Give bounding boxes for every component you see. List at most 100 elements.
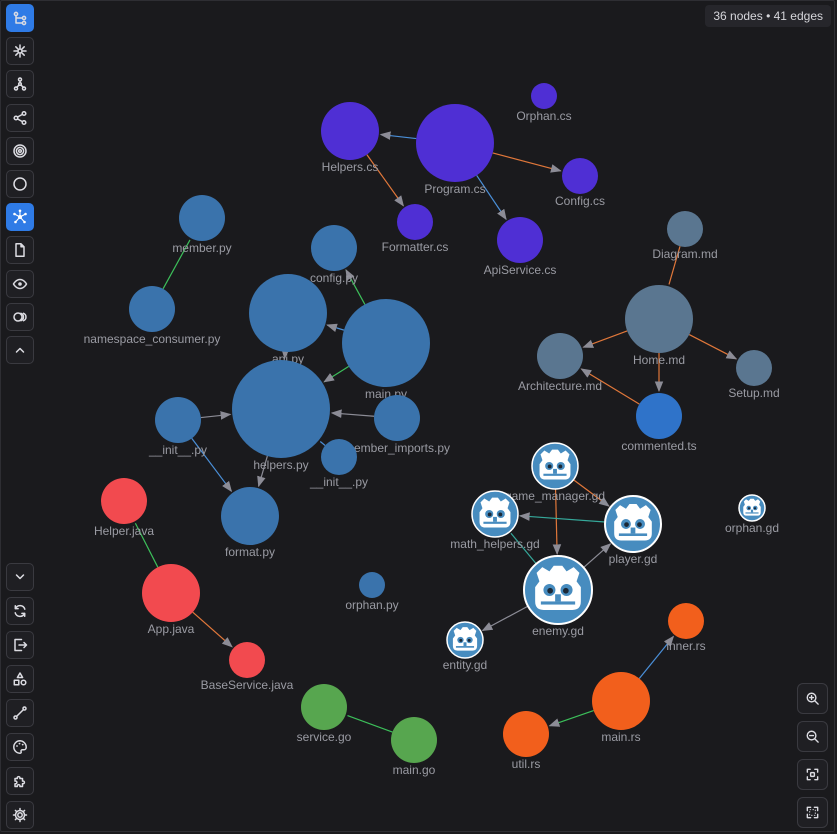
network-icon <box>13 44 27 58</box>
node-circle[interactable] <box>249 274 327 352</box>
edge-init2_py-helpers_py <box>319 441 326 446</box>
node-api_py[interactable]: api.py <box>249 274 327 366</box>
node-circle[interactable] <box>142 564 200 622</box>
node-circle[interactable] <box>416 104 494 182</box>
node-circle[interactable] <box>129 286 175 332</box>
node-setup_md[interactable]: Setup.md <box>728 350 780 400</box>
node-circle[interactable] <box>668 603 704 639</box>
radial-view-button[interactable] <box>6 136 34 165</box>
node-label: Orphan.cs <box>516 109 571 123</box>
shapes-button[interactable] <box>6 665 34 693</box>
theme-button[interactable] <box>6 733 34 761</box>
node-circle[interactable] <box>636 393 682 439</box>
node-helper_java[interactable]: Helper.java <box>94 478 154 538</box>
node-orphan_cs[interactable]: Orphan.cs <box>516 83 572 123</box>
node-circle[interactable] <box>232 360 330 458</box>
node-orphan_py[interactable]: orphan.py <box>345 572 399 612</box>
node-format_py[interactable]: format.py <box>221 487 279 559</box>
edge-program_cs-config_cs <box>492 152 562 173</box>
fullscreen-button[interactable] <box>797 797 828 828</box>
node-architecture_md[interactable]: Architecture.md <box>518 333 602 393</box>
force-view-button[interactable] <box>6 203 34 232</box>
node-init1_py[interactable]: __init__.py <box>148 397 207 457</box>
collapse-up-button[interactable] <box>6 336 34 364</box>
clusters-button[interactable] <box>6 302 34 331</box>
node-circle[interactable] <box>562 158 598 194</box>
node-enemy_gd[interactable]: enemy.gd <box>523 555 593 638</box>
node-circle[interactable] <box>736 350 772 386</box>
edge-main_py-api_py <box>326 323 345 332</box>
node-app_java[interactable]: App.java <box>142 564 200 636</box>
node-init2_py[interactable]: __init__.py <box>309 439 368 489</box>
node-home_md[interactable]: Home.md <box>625 285 693 367</box>
zoom-in-button[interactable] <box>797 683 828 714</box>
node-circle[interactable] <box>397 204 433 240</box>
node-orphan_gd[interactable]: orphan.gd <box>725 494 779 535</box>
node-circle[interactable] <box>229 642 265 678</box>
export-button[interactable] <box>6 631 34 659</box>
node-formatter_cs[interactable]: Formatter.cs <box>382 204 449 254</box>
visibility-button[interactable] <box>6 269 34 298</box>
node-math_helpers_gd[interactable]: math_helpers.gd <box>450 490 540 551</box>
node-circle[interactable] <box>391 717 437 763</box>
node-apiservice_cs[interactable]: ApiService.cs <box>484 217 557 277</box>
node-circle[interactable] <box>531 83 557 109</box>
node-main_py[interactable]: main.py <box>342 299 430 401</box>
node-circle[interactable] <box>503 711 549 757</box>
node-circle[interactable] <box>155 397 201 443</box>
node-member_py[interactable]: member.py <box>172 195 232 255</box>
share-view-button[interactable] <box>6 103 34 132</box>
node-circle[interactable] <box>221 487 279 545</box>
node-circle[interactable] <box>625 285 693 353</box>
node-commented_ts[interactable]: commented.ts <box>621 393 697 453</box>
node-game_manager_gd[interactable]: game_manager.gd <box>505 442 605 503</box>
node-circle[interactable] <box>101 478 147 524</box>
node-ns_consumer_py[interactable]: namespace_consumer.py <box>84 286 221 346</box>
network-view-button[interactable] <box>6 37 34 66</box>
edge-game_manager_gd-player_gd <box>573 479 610 507</box>
node-circle[interactable] <box>497 217 543 263</box>
expand-down-button[interactable] <box>6 563 34 591</box>
plugins-button[interactable] <box>6 767 34 795</box>
node-player_gd[interactable]: player.gd <box>604 495 662 566</box>
node-service_go[interactable]: service.go <box>297 684 352 744</box>
node-entity_gd[interactable]: entity.gd <box>443 621 487 672</box>
node-circle[interactable] <box>311 225 357 271</box>
files-button[interactable] <box>6 236 34 265</box>
edge-init1_py-format_py <box>191 438 233 493</box>
node-member_imports_py[interactable]: member_imports.py <box>344 395 450 455</box>
edge-style-button[interactable] <box>6 699 34 727</box>
circle-view-button[interactable] <box>6 170 34 198</box>
node-util_rs[interactable]: util.rs <box>503 711 549 771</box>
godot-icon <box>479 497 511 528</box>
node-diagram_md[interactable]: Diagram.md <box>652 211 718 261</box>
node-circle[interactable] <box>592 672 650 730</box>
refresh-button[interactable] <box>6 597 34 625</box>
node-circle[interactable] <box>321 439 357 475</box>
node-circle[interactable] <box>321 102 379 160</box>
node-main_go[interactable]: main.go <box>391 717 437 777</box>
node-config_cs[interactable]: Config.cs <box>555 158 605 208</box>
node-inner_rs[interactable]: inner.rs <box>666 603 706 653</box>
node-circle[interactable] <box>301 684 347 730</box>
node-config_py[interactable]: config.py <box>310 225 358 285</box>
node-circle[interactable] <box>537 333 583 379</box>
zoom-out-button[interactable] <box>797 721 828 752</box>
settings-button[interactable] <box>6 801 34 829</box>
node-main_rs[interactable]: main.rs <box>592 672 650 744</box>
node-helpers_cs[interactable]: Helpers.cs <box>321 102 379 174</box>
godot-icon <box>452 627 478 651</box>
node-circle[interactable] <box>374 395 420 441</box>
tree-view-button[interactable] <box>6 70 34 99</box>
fit-view-button[interactable] <box>797 759 828 790</box>
node-circle[interactable] <box>179 195 225 241</box>
node-circle[interactable] <box>667 211 703 247</box>
node-helpers_py[interactable]: helpers.py <box>232 360 330 472</box>
node-baseservice_java[interactable]: BaseService.java <box>201 642 294 692</box>
node-circle[interactable] <box>359 572 385 598</box>
node-program_cs[interactable]: Program.cs <box>416 104 494 196</box>
hierarchy-view-button[interactable] <box>6 4 34 32</box>
node-circle[interactable] <box>342 299 430 387</box>
